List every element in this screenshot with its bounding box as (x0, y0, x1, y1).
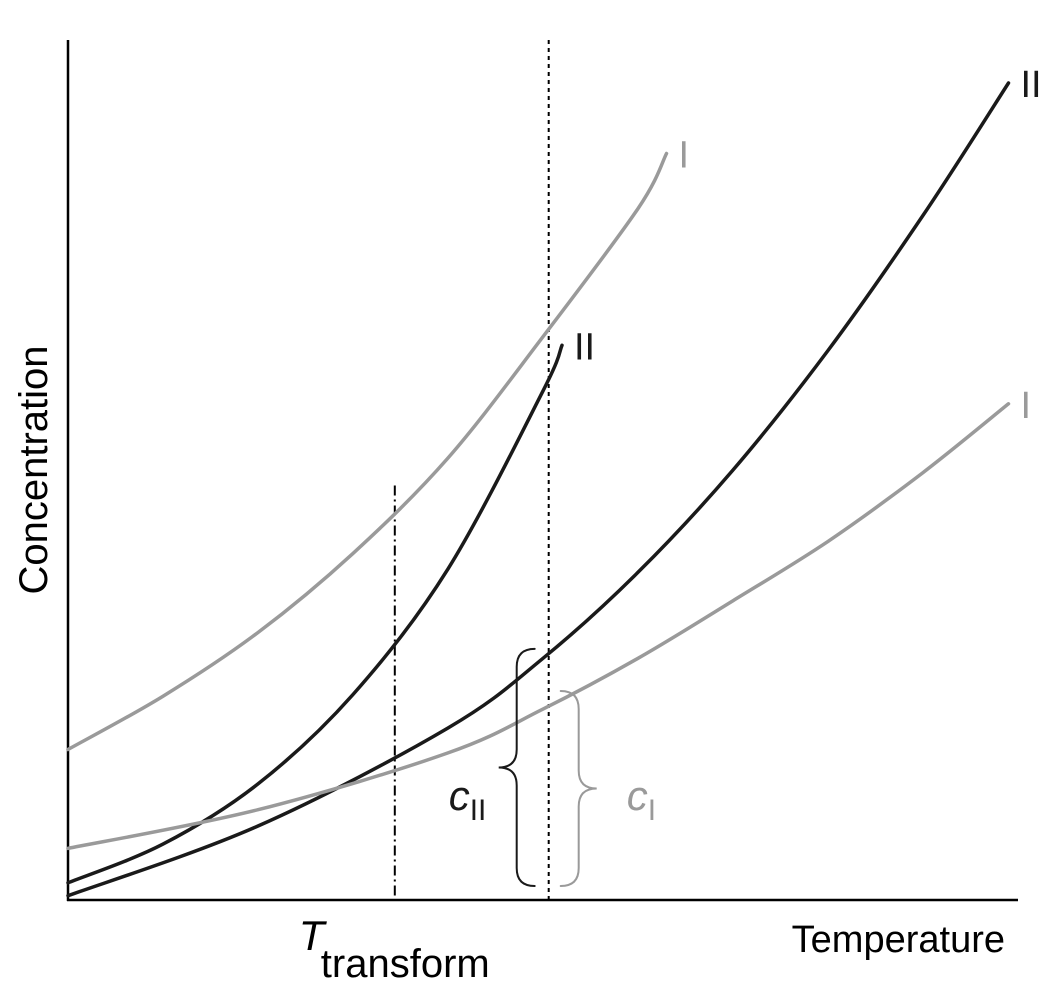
c-ii-symbol: c (449, 772, 470, 819)
c-ii-label: cII (449, 772, 487, 827)
series-ii-shallow-label: II (1021, 64, 1042, 106)
series-i-steep-label: I (679, 135, 690, 177)
series-ii-shallow-curve (66, 81, 1011, 898)
series-i-steep-curve (66, 151, 669, 752)
series-i-shallow-curve (66, 402, 1011, 851)
x-axis-label: Temperature (792, 919, 1005, 961)
c-ii-subscript: II (470, 794, 487, 827)
c-i-subscript: I (648, 794, 656, 827)
y-axis-label: Concentration (12, 345, 56, 594)
c-i-label: cI (627, 772, 656, 827)
c-ii-brace (498, 647, 536, 887)
c-i-symbol: c (627, 772, 648, 819)
series-ii-steep-curve (66, 343, 564, 885)
c-i-brace (559, 690, 597, 887)
series-ii-steep-label: II (574, 326, 595, 368)
t-transform-symbol: T (299, 912, 328, 959)
series-i-shallow-label: I (1021, 385, 1032, 427)
t-transform-subscript: transform (321, 942, 490, 985)
